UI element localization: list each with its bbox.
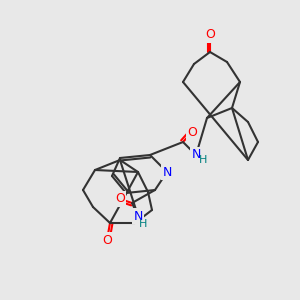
Text: N: N [133,209,143,223]
Text: H: H [139,219,147,229]
Text: O: O [115,193,125,206]
Text: N: N [162,166,172,178]
Text: H: H [199,155,207,165]
Text: N: N [191,148,201,161]
Text: O: O [205,28,215,41]
Text: O: O [187,125,197,139]
Text: O: O [102,233,112,247]
